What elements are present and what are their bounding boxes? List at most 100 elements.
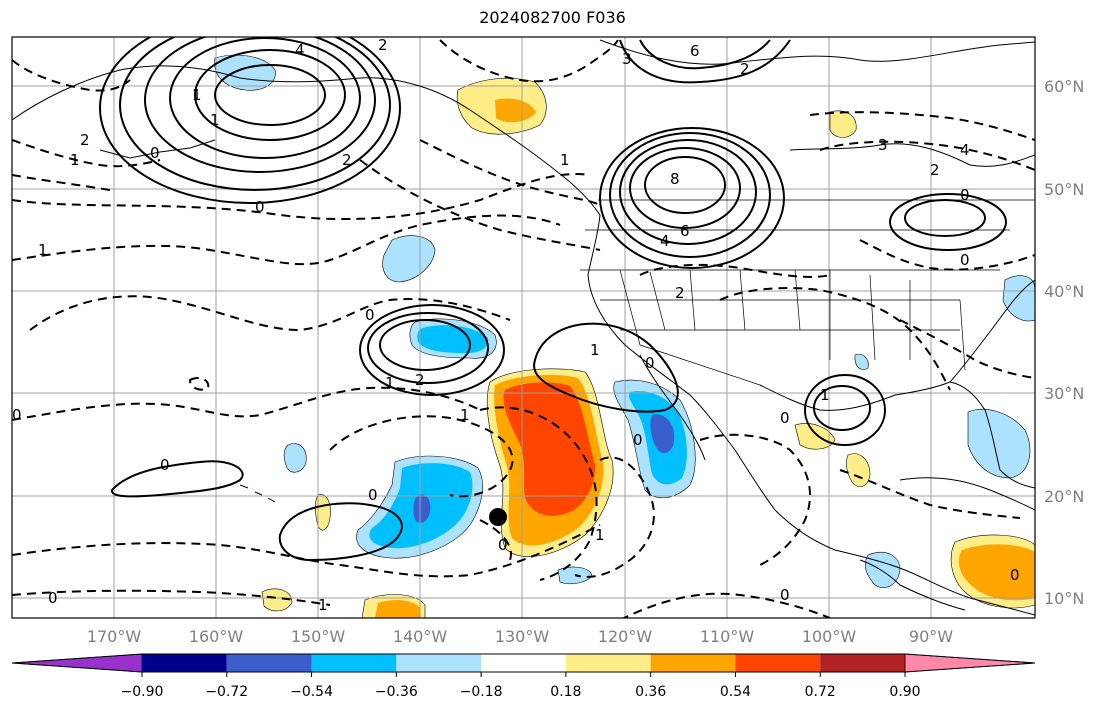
contour-label: 1 <box>38 241 48 259</box>
contour-label: 1 <box>560 151 570 169</box>
contour-label: 0 <box>368 486 378 504</box>
coast-hudson <box>789 143 1035 167</box>
contour-label: 2 <box>930 161 940 179</box>
contour-label: 0 <box>160 456 170 474</box>
political-borders <box>580 199 1035 386</box>
graticule <box>12 37 1035 618</box>
lon-label-110w: 110°W <box>700 627 755 646</box>
colorbar-tick-label: −0.54 <box>290 684 333 700</box>
contour-label: 0 <box>780 586 790 604</box>
coast-us-west <box>587 214 1035 616</box>
contour-label: 1 <box>590 341 600 359</box>
map-frame <box>11 36 1036 619</box>
colorbar-tick-label: −0.36 <box>375 684 418 700</box>
warm-anomaly-red <box>503 382 596 516</box>
contour-label: 2 <box>378 36 388 54</box>
cold-anomaly-sw-dark <box>413 494 431 523</box>
colorbar-tick-label: 0.54 <box>720 684 751 700</box>
lon-label-170w: 170°W <box>87 627 142 646</box>
lon-label-160w: 160°W <box>189 627 244 646</box>
contour-label: 1 <box>210 111 220 129</box>
coast-gulf <box>759 381 1035 489</box>
warm-anomaly-patch-5 <box>846 453 871 488</box>
warm-anomaly-patch-8 <box>315 494 331 531</box>
contour-label: 0 <box>633 431 643 449</box>
coast-baja <box>639 354 706 461</box>
contour-label: 2 <box>740 60 750 78</box>
contour-label: 0 <box>48 589 58 607</box>
contour-label: 1 <box>318 596 328 614</box>
contour-label: 1 <box>820 386 830 404</box>
colorbar-segment <box>735 654 821 672</box>
lat-label-20: 20°N <box>1044 487 1084 506</box>
colorbar-segment <box>226 654 312 672</box>
lat-label-40: 40°N <box>1044 282 1084 301</box>
contour-label: 3 <box>622 50 632 68</box>
colorbar-segment <box>565 654 651 672</box>
colorbar-tick-label: −0.72 <box>205 684 248 700</box>
contour-label: 1 <box>70 151 80 169</box>
contour-label: 1 <box>460 406 470 424</box>
contour-label: 1 <box>385 374 395 392</box>
warm-anomaly-patch-1-orange <box>495 98 536 123</box>
colorbar-segment <box>311 654 397 672</box>
contour-label: 4 <box>660 232 670 250</box>
colorbar-segment <box>481 654 566 672</box>
latitude-labels: 60°N 50°N 40°N 30°N 20°N 10°N <box>1044 77 1084 608</box>
colorbar-segment <box>820 654 905 672</box>
contour-label: 4 <box>295 41 305 59</box>
contour-label: 0 <box>255 198 265 216</box>
contour-label: 0 <box>150 144 160 162</box>
colorbar-tick-label: 0.18 <box>550 684 581 700</box>
cold-anomaly-patch-8 <box>854 353 869 370</box>
contour-label: 0 <box>12 406 22 424</box>
coast-caribbean <box>899 477 1035 511</box>
lat-label-60: 60°N <box>1044 77 1084 96</box>
lon-label-140w: 140°W <box>393 627 448 646</box>
colorbar-extend-low <box>11 653 143 673</box>
colorbar: −0.90 −0.72 −0.54 −0.36 −0.18 0.18 0.36 0.54 0.7… <box>11 653 1036 700</box>
contour-label: 0 <box>780 409 790 427</box>
coastlines <box>12 39 1035 616</box>
lon-label-90w: 90°W <box>909 627 953 646</box>
lon-label-100w: 100°W <box>802 627 857 646</box>
cold-anomaly-patch-6 <box>283 443 307 473</box>
colorbar-extend-high <box>904 653 1036 673</box>
storm-center-marker <box>489 508 507 526</box>
contour-label: 2 <box>675 284 685 302</box>
lat-label-10: 10°N <box>1044 589 1084 608</box>
lat-label-50: 50°N <box>1044 180 1084 199</box>
contour-label: 0 <box>1010 566 1020 584</box>
lon-label-120w: 120°W <box>598 627 653 646</box>
colorbar-tick-label: 0.36 <box>635 684 666 700</box>
colorbar-tick-label: −0.18 <box>460 684 503 700</box>
contour-label: 0 <box>960 251 970 269</box>
cold-anomaly-dark <box>650 414 675 454</box>
contour-labels: 4 2 6 3 2 1 1 0 8 6 4 2 0 2 1 1 0 2 0 0 … <box>12 36 1020 614</box>
contour-label: 6 <box>690 42 700 60</box>
contour-label: 0 <box>498 536 508 554</box>
contour-label: 0 <box>960 186 970 204</box>
contour-label: 2 <box>415 371 425 389</box>
cold-anomaly-patch-2 <box>214 54 276 91</box>
lat-label-30: 30°N <box>1044 384 1084 403</box>
contour-label: 0 <box>645 354 655 372</box>
warm-anomaly-patch-3-orange <box>375 600 420 618</box>
contour-label: 1 <box>595 526 605 544</box>
lon-label-150w: 150°W <box>291 627 346 646</box>
contour-label: 8 <box>670 170 680 188</box>
colorbar-tick-label: 0.72 <box>805 684 836 700</box>
contour-label: 1 <box>192 86 202 104</box>
colorbar-segment <box>396 654 482 672</box>
contour-label: 0 <box>365 306 375 324</box>
colorbar-segment <box>650 654 736 672</box>
colorbar-tick-label: −0.90 <box>121 684 164 700</box>
contours-dashed <box>12 39 1035 618</box>
warm-anomaly-patch-7 <box>261 588 293 612</box>
coast-east <box>949 279 1035 383</box>
lon-label-130w: 130°W <box>495 627 550 646</box>
longitude-labels: 170°W 160°W 150°W 140°W 130°W 120°W 110°… <box>87 627 953 646</box>
colorbar-tick-label: 0.90 <box>889 684 920 700</box>
colorbar-segment <box>142 654 227 672</box>
